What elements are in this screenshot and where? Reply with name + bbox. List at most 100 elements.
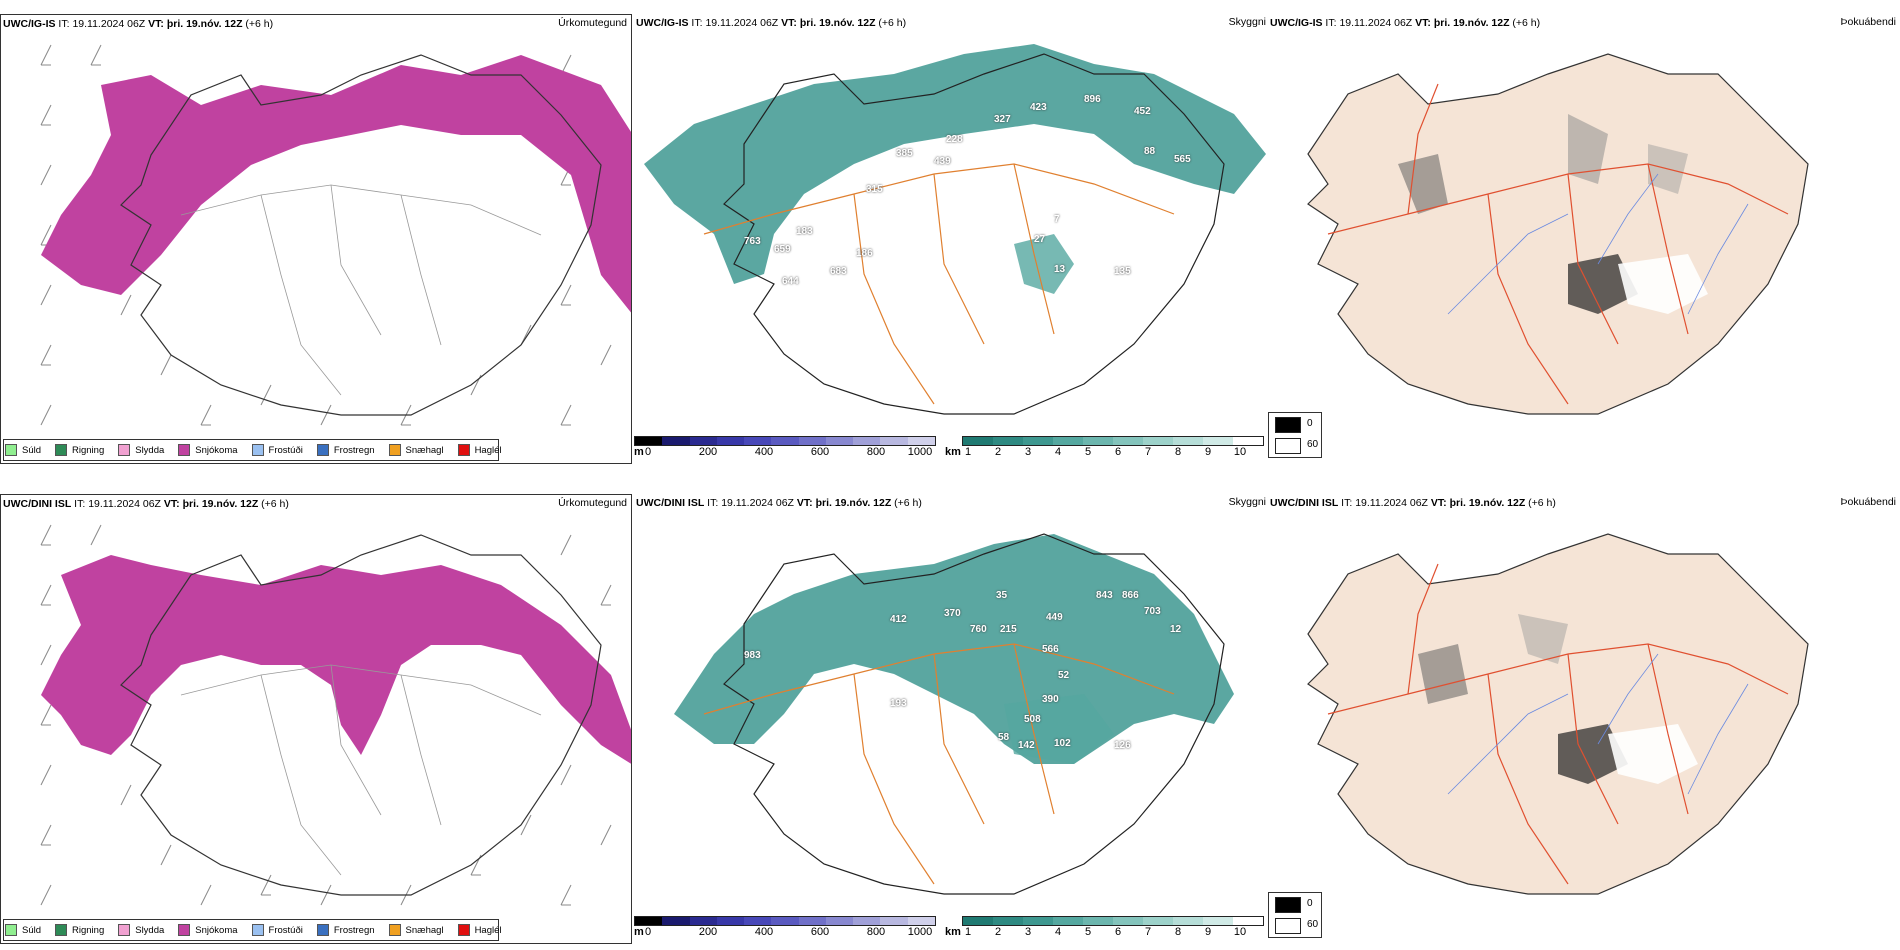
- precip-type-panel-bottom: UWC/DINI ISL IT: 19.11.2024 06Z VT: þri.…: [0, 494, 632, 944]
- cloud-base-label: 452: [1134, 106, 1151, 117]
- legend-swatch: [388, 444, 401, 456]
- low-visibility-patch: [1004, 694, 1114, 764]
- precip-legend: Súld Rigning Slydda Snjókoma Frostúði Fr…: [5, 924, 502, 936]
- fog-shade: [1608, 724, 1698, 784]
- fog-shade: [1568, 114, 1608, 184]
- cloud-base-label: 508: [1024, 714, 1041, 725]
- cloud-base-label: 88: [1144, 146, 1156, 157]
- visibility-ticks: 1 2 3 4 5 6 7 8 9 10: [964, 926, 1247, 938]
- legend-swatch: [178, 924, 191, 936]
- panel-header: UWC/IG-IS IT: 19.11.2024 06Z VT: þri. 19…: [636, 17, 907, 29]
- cloud-base-label: 703: [1144, 606, 1161, 617]
- fog-shade: [1618, 254, 1708, 314]
- cloud-base-colorbar: [634, 436, 936, 446]
- precip-legend: Súld Rigning Slydda Snjókoma Frostúði Fr…: [5, 444, 502, 456]
- panel-title: Þokuábendi: [1840, 16, 1896, 28]
- visibility-unit: km: [945, 446, 961, 458]
- panel-header: UWC/DINI ISL IT: 19.11.2024 06Z VT: þri.…: [3, 498, 289, 510]
- legend-swatch: [457, 444, 470, 456]
- land-fill: [1307, 533, 1809, 895]
- fog-legend-swatch: [1275, 417, 1301, 433]
- cloud-base-label: 186: [856, 248, 873, 259]
- cloud-base-label: 390: [1042, 694, 1059, 705]
- legend-swatch: [388, 924, 401, 936]
- fog-shade: [1418, 644, 1468, 704]
- cloud-base-label: 315: [866, 184, 883, 195]
- cloud-base-label: 412: [890, 614, 907, 625]
- panel-title: Þokuábendi: [1840, 496, 1896, 508]
- snow-area: [41, 55, 631, 313]
- legend-swatch: [118, 924, 131, 936]
- fog-map-top: [1307, 53, 1809, 415]
- panel-header: UWC/IG-IS IT: 19.11.2024 06Z VT: þri. 19…: [3, 18, 274, 30]
- snow-area: [41, 555, 631, 764]
- low-visibility-area: [644, 44, 1266, 284]
- cloud-base-label: 183: [796, 226, 813, 237]
- cloud-base-label: 659: [774, 244, 791, 255]
- cloud-base-label: 7: [1054, 214, 1060, 225]
- visibility-colorbar: [962, 916, 1264, 926]
- roads: [180, 184, 542, 396]
- cloud-base-label: 385: [896, 148, 913, 159]
- cloud-base-label: 565: [1174, 154, 1191, 165]
- land-fill: [1307, 53, 1809, 415]
- cloud-base-label: 763: [744, 236, 761, 247]
- visibility-colorbar: [962, 436, 1264, 446]
- precip-legend-box: [3, 919, 499, 941]
- cloud-base-colorbar: [634, 916, 936, 926]
- cloud-base-label: 142: [1018, 740, 1035, 751]
- cloud-base-label: 13: [1054, 264, 1066, 275]
- legend-swatch: [5, 924, 17, 936]
- cloud-base-label: 215: [1000, 624, 1017, 635]
- cloud-base-label: 983: [744, 650, 761, 661]
- precip-map-bottom: [40, 524, 631, 906]
- legend-swatch: [251, 444, 264, 456]
- rivers: [1447, 173, 1749, 315]
- low-visibility-area: [674, 534, 1234, 764]
- cloud-base-label: 126: [1114, 740, 1131, 751]
- fog-legend: 0 60: [1268, 412, 1322, 458]
- panel-header: UWC/DINI ISL IT: 19.11.2024 06Z VT: þri.…: [636, 497, 922, 509]
- cloud-base-label: 327: [994, 114, 1011, 125]
- visibility-panel-bottom: UWC/DINI ISL IT: 19.11.2024 06Z VT: þri.…: [634, 494, 1266, 944]
- precip-legend-box: [3, 439, 499, 461]
- legend-swatch: [5, 444, 17, 456]
- iceland-outline: [723, 53, 1225, 415]
- cloud-base-ticks: 0 200 400 600 800 1000: [644, 446, 933, 458]
- cloud-base-label: 683: [830, 266, 847, 277]
- cloud-base-label: 27: [1034, 234, 1046, 245]
- cloud-base-label: 370: [944, 608, 961, 619]
- cloud-base-label: 760: [970, 624, 987, 635]
- visibility-unit: km: [945, 926, 961, 938]
- visibility-panel-top: UWC/IG-IS IT: 19.11.2024 06Z VT: þri. 19…: [634, 14, 1266, 464]
- cloud-base-label: 58: [998, 732, 1010, 743]
- cloud-base-label: 449: [1046, 612, 1063, 623]
- legend-swatch: [457, 924, 470, 936]
- fog-shade: [1518, 614, 1568, 664]
- visibility-map-top: [644, 44, 1266, 415]
- roads: [703, 163, 1175, 405]
- cloud-base-label: 193: [890, 698, 907, 709]
- panel-header: UWC/DINI ISL IT: 19.11.2024 06Z VT: þri.…: [1270, 497, 1556, 509]
- cloud-base-unit: m: [634, 446, 644, 458]
- fog-shade: [1398, 154, 1448, 214]
- fog-legend-swatch: [1275, 438, 1301, 454]
- rivers: [1447, 653, 1749, 795]
- roads: [1327, 563, 1789, 885]
- legend-swatch: [178, 444, 191, 456]
- cloud-base-label: 439: [934, 156, 951, 167]
- fog-panel-top: UWC/IG-IS IT: 19.11.2024 06Z VT: þri. 19…: [1268, 14, 1900, 464]
- cloud-base-label: 52: [1058, 670, 1070, 681]
- low-visibility-patch: [1014, 234, 1074, 294]
- legend-swatch: [251, 924, 264, 936]
- cloud-base-label: 644: [782, 276, 799, 287]
- fog-legend-swatch: [1275, 897, 1301, 913]
- fog-legend-swatch: [1275, 918, 1301, 934]
- cloud-base-label: 423: [1030, 102, 1047, 113]
- fog-map-bottom: [1307, 533, 1809, 895]
- fog-panel-bottom: UWC/DINI ISL IT: 19.11.2024 06Z VT: þri.…: [1268, 494, 1900, 944]
- cloud-base-ticks: 0 200 400 600 800 1000: [644, 926, 933, 938]
- iceland-outline: [723, 533, 1225, 895]
- visibility-map-bottom: [674, 533, 1234, 895]
- fog-legend: 0 60: [1268, 892, 1322, 938]
